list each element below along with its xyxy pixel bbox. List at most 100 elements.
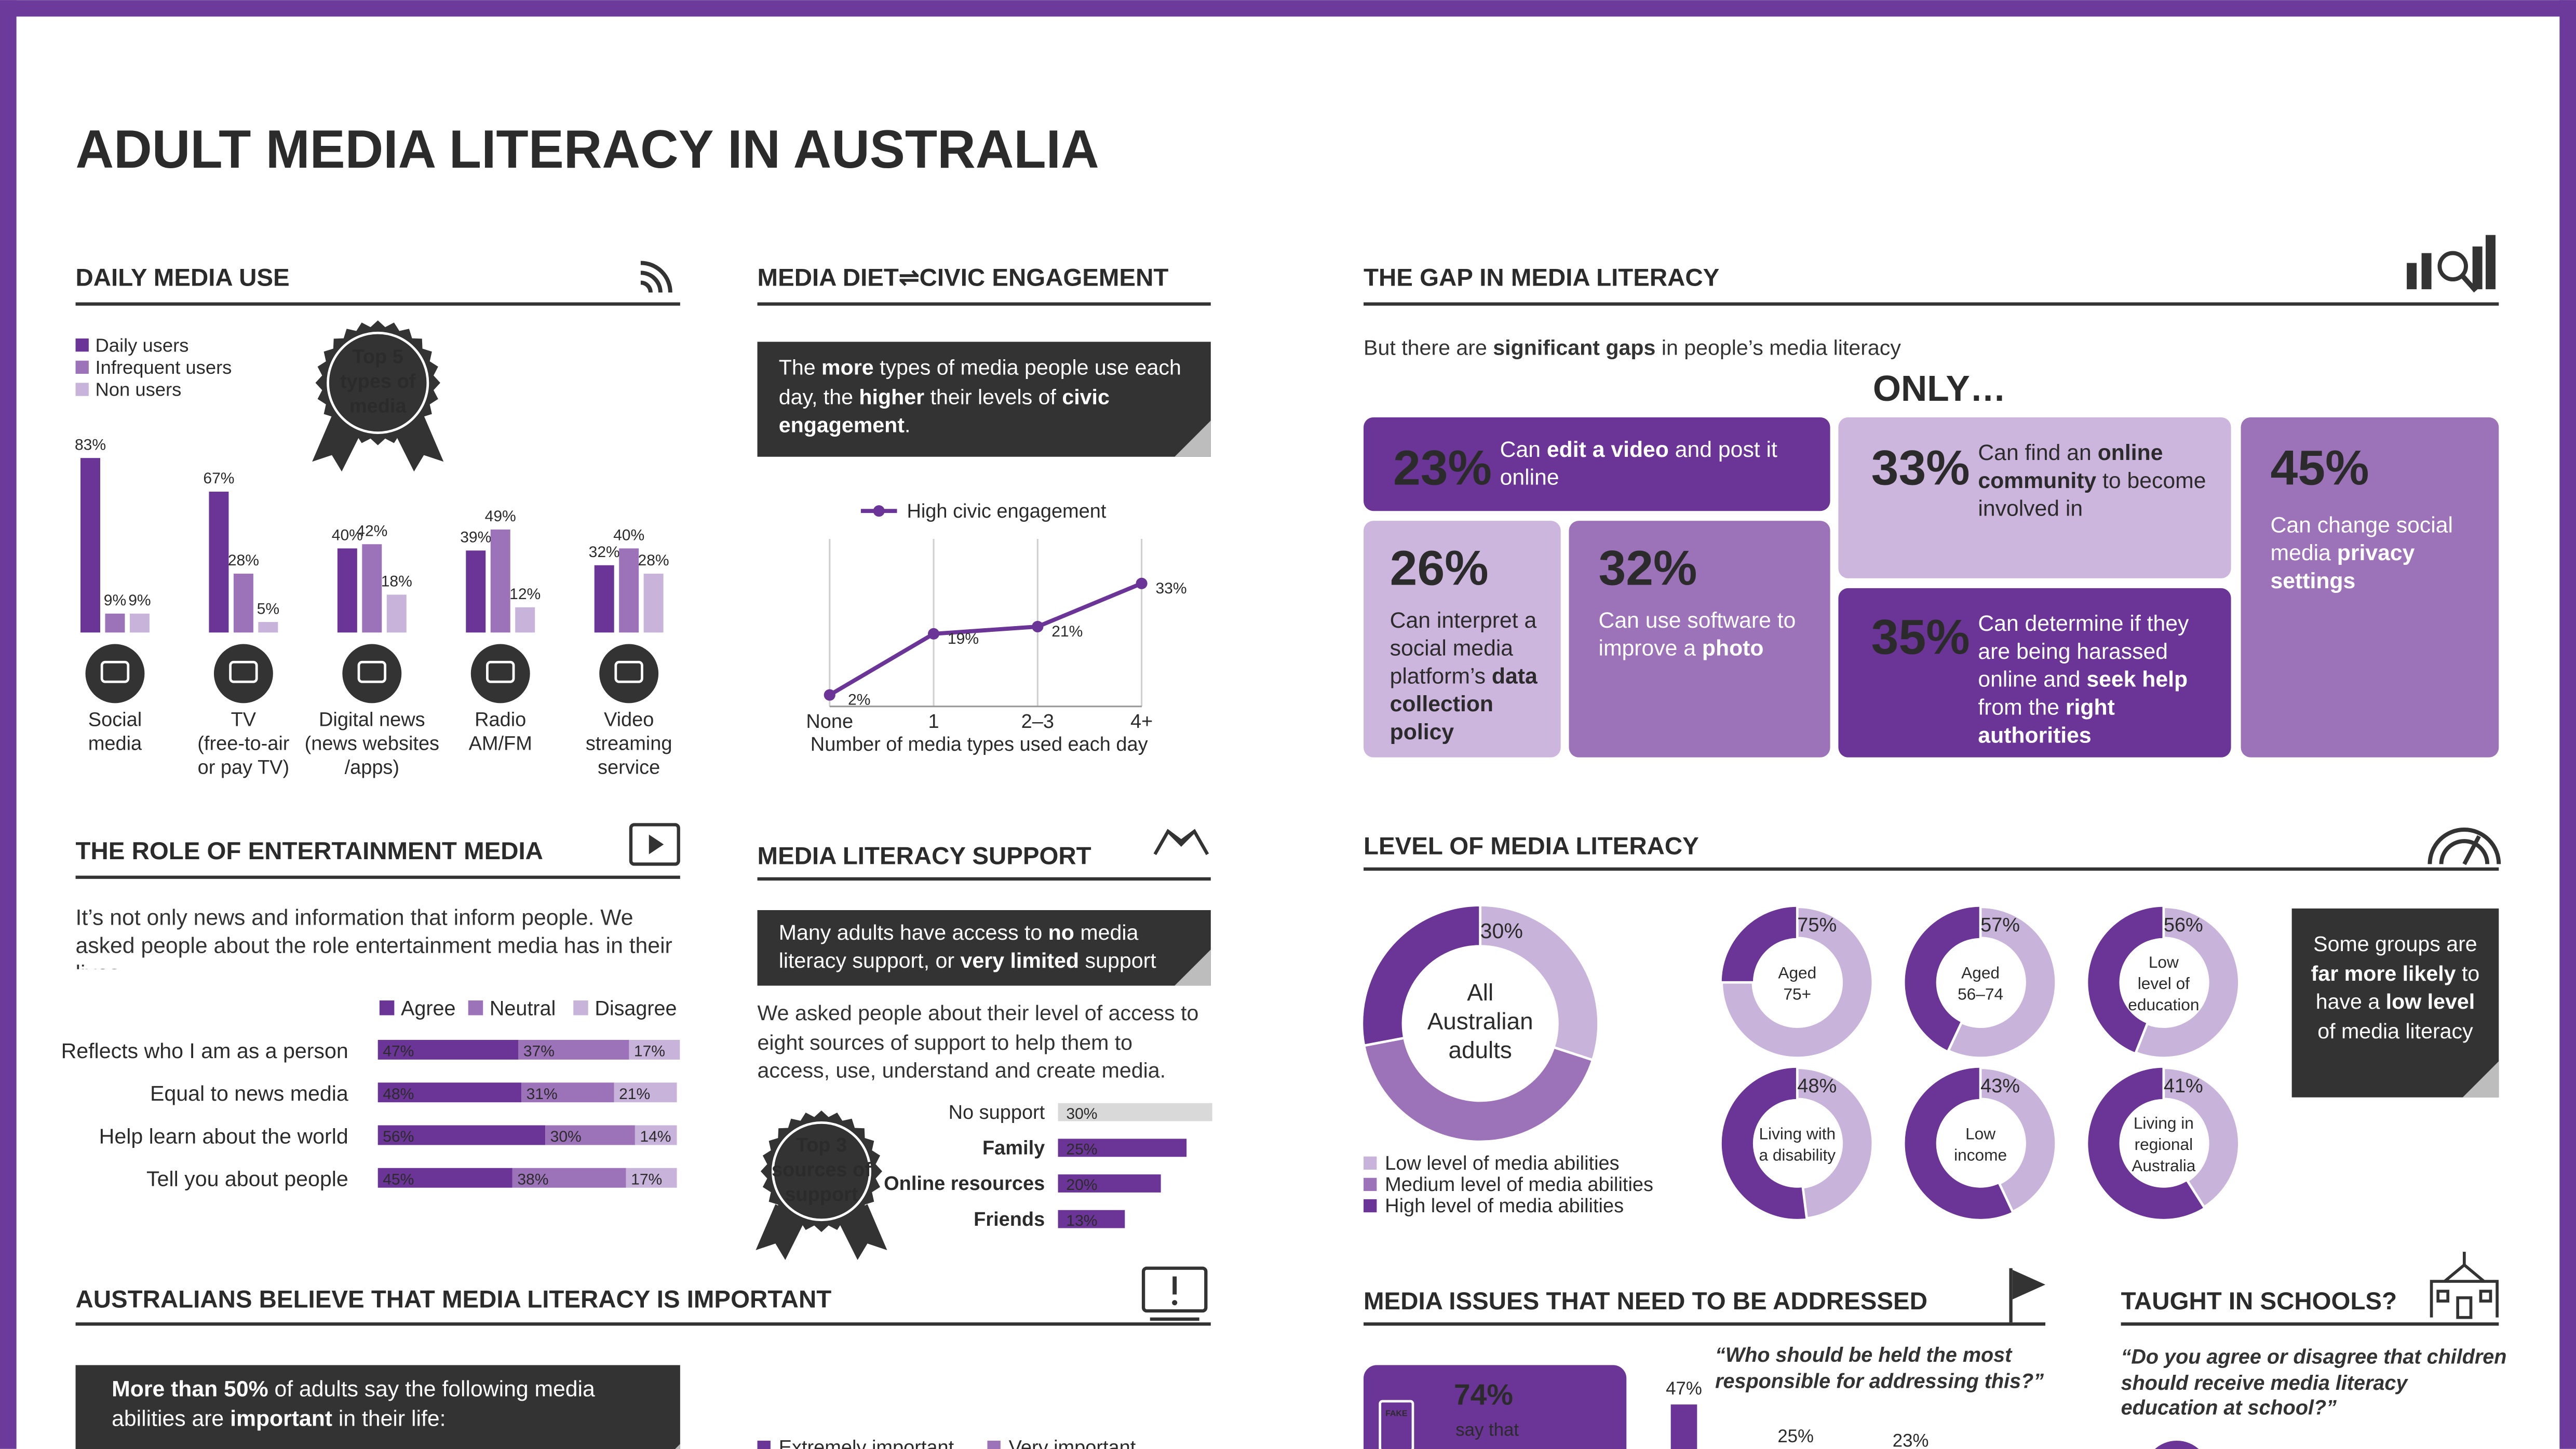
category-label: Friends <box>974 1209 1045 1230</box>
callout-text-box: The more types of media people use each … <box>778 355 1181 437</box>
value-label: 38% <box>517 1171 548 1188</box>
stat-box <box>1364 521 1561 757</box>
text-run: Can determine if they are being harassed… <box>1978 611 2189 692</box>
value-label: 49% <box>485 508 516 525</box>
quote: “Who should be held the most responsible… <box>1715 1344 2044 1392</box>
rosette <box>760 1111 883 1233</box>
bar-segment <box>377 1168 512 1188</box>
rosette <box>315 320 440 445</box>
bold-run: privacy settings <box>2270 540 2415 593</box>
category-label-line: Social <box>88 709 142 731</box>
intro-text: It’s not only news and information that … <box>75 905 672 969</box>
value-label: 28% <box>228 552 259 569</box>
stat-value: 45% <box>2271 441 2369 496</box>
donut-center-label-line: education <box>2128 995 2199 1014</box>
text-run: and post it online <box>1500 437 1777 490</box>
bar-segment <box>377 1125 546 1145</box>
value-label: 48% <box>1797 1075 1837 1097</box>
legend-label: High level of media abilities <box>1385 1195 1624 1217</box>
bold-run: civic engagement <box>778 383 1110 437</box>
text-run: Can use software to improve a <box>1598 607 1796 661</box>
value-label: 30% <box>1480 919 1523 943</box>
rosette-ring <box>771 1121 871 1222</box>
badge-text-line: media <box>349 395 407 417</box>
badge-text-line: Top 5 <box>353 346 403 368</box>
section-heading: TAUGHT IN SCHOOLS? <box>2121 1288 2397 1315</box>
value-label: 48% <box>383 1086 414 1103</box>
category-label: Social media <box>88 709 142 755</box>
value-label: 83% <box>75 436 106 453</box>
value-label: 14% <box>640 1128 671 1145</box>
gap-icon-lens <box>2437 251 2468 282</box>
text-run: But there are <box>1364 335 1493 360</box>
legend-swatch <box>757 1440 771 1449</box>
donut-center-label-line: level of <box>2138 974 2190 993</box>
text-run: in people’s media literacy <box>1655 335 1901 360</box>
badge-text: Top 5 types of media <box>340 346 416 417</box>
value-label: 39% <box>460 529 491 546</box>
legend-swatch <box>1364 1199 1377 1213</box>
text-run: their levels of <box>924 383 1062 409</box>
bar <box>594 565 614 633</box>
legend-swatch <box>379 1000 395 1015</box>
legend-label: Agree <box>401 997 456 1020</box>
section-heading: THE GAP IN MEDIA LITERACY <box>1364 264 1719 292</box>
bold-run: More than 50% <box>112 1376 268 1402</box>
donut-center-label-line: Living in <box>2134 1114 2194 1132</box>
callout-panel <box>2291 908 2499 1098</box>
alert-dot <box>1172 1300 1178 1306</box>
donut-center-label: Aged 56–74 <box>1958 963 2003 1003</box>
donut-center-label: Living in regional Australia <box>2132 1114 2195 1175</box>
donut-center-label-line: a disability <box>1759 1146 1836 1164</box>
bar <box>105 613 125 633</box>
bar <box>209 491 229 633</box>
bar <box>490 529 510 633</box>
x-tick-label: None <box>806 711 853 733</box>
donut-center-label: Aged 75+ <box>1778 963 1816 1003</box>
text-run: Many adults have access to <box>778 920 1048 945</box>
bold-run: low level <box>2385 988 2475 1014</box>
stat-text: Can determine if they are being harassed… <box>1978 610 2224 749</box>
value-label: 9% <box>104 592 126 609</box>
text-run: of media literacy <box>2317 1018 2473 1042</box>
donut-segment <box>1720 905 1874 1060</box>
donut-center-label-line: Aged <box>1961 963 2000 982</box>
bar <box>337 548 357 633</box>
gauge-icon <box>2427 828 2501 864</box>
quote: “Do you agree or disagree that children … <box>2121 1345 2507 1419</box>
media-icon <box>599 644 659 703</box>
media-icon <box>85 644 145 703</box>
category-label-line: service <box>598 756 660 778</box>
text-run: types of media people use each day, the <box>778 355 1181 409</box>
value-label: 21% <box>1051 623 1083 640</box>
legend-swatch <box>1364 1156 1377 1170</box>
legend-swatch <box>468 1000 483 1015</box>
stat-text: Can change social media privacy settings <box>2271 511 2484 594</box>
bold-run: more <box>821 355 874 380</box>
callout-corner <box>1175 949 1211 986</box>
bold-run: far more likely <box>2311 960 2456 985</box>
stat-box <box>2241 417 2499 757</box>
section-heading: MEDIA ISSUES THAT NEED TO BE ADDRESSED <box>1364 1288 1927 1315</box>
bar-segment <box>521 1082 614 1103</box>
callout-text: More than 50% of adults say the followin… <box>112 1375 654 1432</box>
wifi-icon <box>640 261 672 293</box>
point <box>1136 577 1148 589</box>
value-label: 41% <box>2164 1075 2203 1097</box>
media-icon <box>342 644 402 703</box>
donut-center-label: All Australian adults <box>1427 979 1533 1063</box>
stat-box <box>1364 1365 1627 1449</box>
legend-label: Disagree <box>595 997 677 1020</box>
value-label: 2% <box>848 692 870 709</box>
left-border <box>0 0 17 1449</box>
hands-icon <box>1153 829 1209 856</box>
value-label: 75% <box>1797 914 1837 936</box>
donut-center-label: Low level of education <box>2128 953 2199 1014</box>
category-label-line: (free-to-air <box>197 733 290 755</box>
category-label-line: or pay TV) <box>198 756 289 778</box>
callout-panel <box>75 1365 680 1449</box>
category-label-line: Video <box>604 709 654 731</box>
badge-text-line: sources of <box>772 1159 871 1181</box>
text-run: of adults say the following media abilit… <box>112 1376 595 1430</box>
category-label-line: (news websites <box>305 733 439 755</box>
